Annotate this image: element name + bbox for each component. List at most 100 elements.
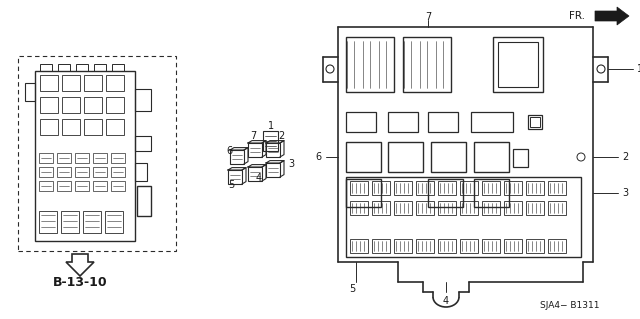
Bar xyxy=(482,201,500,215)
Bar xyxy=(76,64,88,71)
Text: 2: 2 xyxy=(622,152,628,162)
Bar xyxy=(372,201,390,215)
Bar xyxy=(493,37,543,92)
Bar xyxy=(40,97,58,113)
Text: 1: 1 xyxy=(268,121,274,131)
Bar xyxy=(504,239,522,253)
Bar xyxy=(346,37,394,92)
Bar xyxy=(394,201,412,215)
Bar xyxy=(372,239,390,253)
Bar xyxy=(39,153,53,163)
Bar xyxy=(548,201,566,215)
Text: 3: 3 xyxy=(288,159,294,169)
Bar xyxy=(39,181,53,191)
Bar xyxy=(84,97,102,113)
Bar xyxy=(135,136,151,151)
Bar xyxy=(57,167,71,177)
Bar xyxy=(57,181,71,191)
Bar xyxy=(438,201,456,215)
Bar xyxy=(548,239,566,253)
Bar xyxy=(75,153,89,163)
Bar xyxy=(530,117,540,127)
Bar xyxy=(94,64,106,71)
Text: 4: 4 xyxy=(443,296,449,306)
Bar xyxy=(394,239,412,253)
Bar xyxy=(62,97,80,113)
Bar xyxy=(39,211,57,233)
Bar xyxy=(372,181,390,195)
Bar xyxy=(112,64,124,71)
Bar xyxy=(388,142,423,172)
Bar xyxy=(504,181,522,195)
Bar xyxy=(416,181,434,195)
Bar xyxy=(526,201,544,215)
Bar xyxy=(474,142,509,172)
Bar xyxy=(93,181,107,191)
Bar xyxy=(346,142,381,172)
Bar xyxy=(105,211,123,233)
Bar xyxy=(106,75,124,91)
Text: 5: 5 xyxy=(228,180,234,190)
Bar xyxy=(428,179,463,207)
Bar xyxy=(350,201,368,215)
Bar xyxy=(388,112,418,132)
Bar xyxy=(25,83,35,101)
Bar xyxy=(482,239,500,253)
Bar xyxy=(394,181,412,195)
Bar xyxy=(106,97,124,113)
Bar xyxy=(528,115,542,129)
Bar xyxy=(471,112,513,132)
Bar xyxy=(431,142,466,172)
Bar xyxy=(460,239,478,253)
Bar xyxy=(428,112,458,132)
Bar xyxy=(40,119,58,135)
Bar xyxy=(228,170,242,184)
Bar xyxy=(62,119,80,135)
Text: 3: 3 xyxy=(622,188,628,198)
Bar xyxy=(350,239,368,253)
Bar xyxy=(83,211,101,233)
Text: 6: 6 xyxy=(316,152,322,162)
Text: FR.: FR. xyxy=(569,11,585,21)
Bar xyxy=(548,181,566,195)
Bar xyxy=(460,181,478,195)
Bar xyxy=(111,181,125,191)
Bar xyxy=(93,153,107,163)
Bar xyxy=(35,71,135,241)
Bar xyxy=(416,201,434,215)
Text: 7: 7 xyxy=(250,131,256,141)
Bar xyxy=(438,181,456,195)
Text: 5: 5 xyxy=(349,284,355,294)
Bar xyxy=(58,64,70,71)
Text: 7: 7 xyxy=(425,12,431,22)
Bar xyxy=(75,181,89,191)
Bar xyxy=(84,119,102,135)
Polygon shape xyxy=(66,254,94,276)
Bar xyxy=(135,163,147,181)
Bar xyxy=(526,239,544,253)
Polygon shape xyxy=(595,7,629,25)
Bar xyxy=(482,181,500,195)
Bar xyxy=(111,167,125,177)
Text: SJA4− B1311: SJA4− B1311 xyxy=(540,301,600,310)
Bar xyxy=(498,42,538,87)
Bar xyxy=(266,143,280,157)
Bar xyxy=(266,163,280,177)
Bar xyxy=(248,143,262,157)
Bar xyxy=(248,167,262,181)
Bar xyxy=(346,179,381,207)
Bar xyxy=(504,201,522,215)
Bar xyxy=(346,177,581,257)
Bar xyxy=(62,75,80,91)
Bar xyxy=(416,239,434,253)
Bar xyxy=(57,153,71,163)
Bar xyxy=(474,179,509,207)
Bar xyxy=(403,37,451,92)
Bar xyxy=(137,186,151,216)
Bar xyxy=(513,149,528,167)
Bar xyxy=(230,150,244,164)
Bar xyxy=(526,181,544,195)
Bar xyxy=(18,56,176,251)
Text: 2: 2 xyxy=(278,131,284,141)
Bar xyxy=(135,89,151,111)
